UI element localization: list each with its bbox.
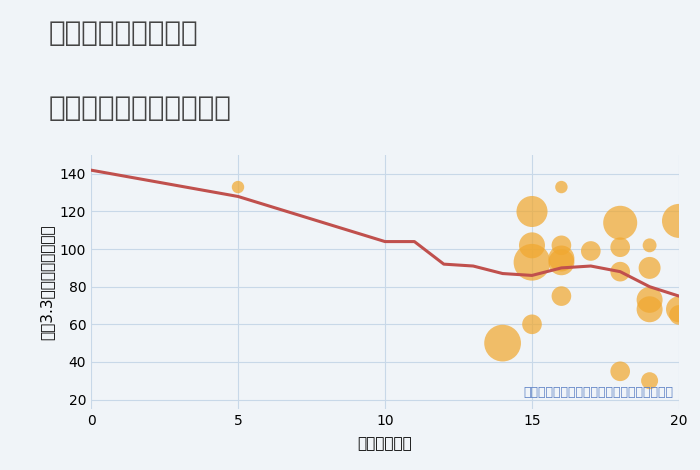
Point — [644, 306, 655, 313]
Point — [526, 208, 538, 215]
Point — [644, 264, 655, 272]
Point — [673, 217, 685, 225]
Point — [585, 247, 596, 255]
Point — [644, 377, 655, 384]
Point — [497, 339, 508, 347]
Point — [526, 321, 538, 328]
Point — [644, 242, 655, 249]
Point — [556, 258, 567, 266]
Point — [615, 368, 626, 375]
Point — [556, 255, 567, 262]
Point — [232, 183, 244, 191]
Text: 円の大きさは、取引のあった物件面積を示す: 円の大きさは、取引のあった物件面積を示す — [523, 386, 673, 399]
Point — [644, 296, 655, 304]
Y-axis label: 坪（3.3㎡）単価（万円）: 坪（3.3㎡）単価（万円） — [39, 224, 54, 340]
Point — [615, 243, 626, 251]
Point — [556, 242, 567, 249]
Point — [556, 183, 567, 191]
Point — [526, 258, 538, 266]
Point — [526, 242, 538, 249]
Text: 駅距離別中古戸建て価格: 駅距離別中古戸建て価格 — [49, 94, 232, 122]
Point — [556, 292, 567, 300]
Point — [673, 311, 685, 319]
Point — [615, 219, 626, 227]
Text: 兵庫県姫路市北原の: 兵庫県姫路市北原の — [49, 19, 199, 47]
X-axis label: 駅距離（分）: 駅距離（分） — [358, 436, 412, 451]
Point — [615, 268, 626, 275]
Point — [673, 306, 685, 313]
